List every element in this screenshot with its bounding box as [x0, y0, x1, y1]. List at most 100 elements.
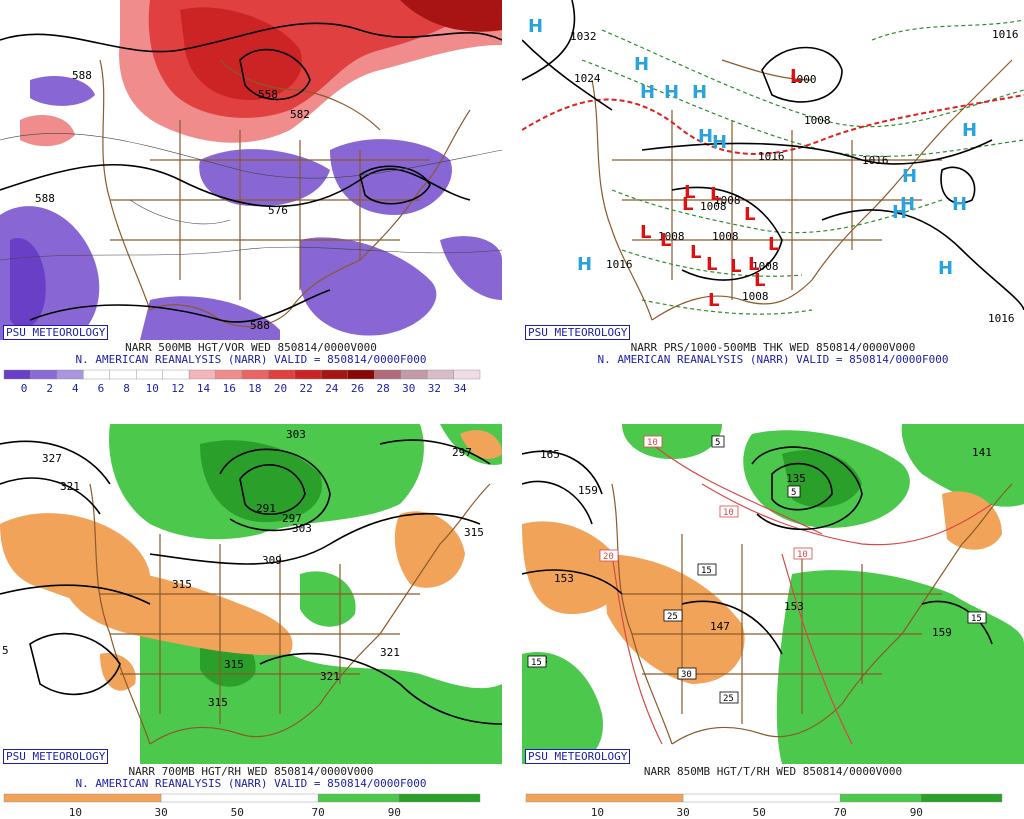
contour-label: 588	[72, 69, 92, 82]
boxed-contour-label: 25	[723, 694, 734, 704]
legend-swatch	[374, 369, 401, 380]
legend-tick-label: 12	[171, 382, 184, 394]
contour-label: 321	[380, 646, 400, 659]
contour-label: 147	[710, 620, 730, 633]
rh-legend: 10 30 50 70 90	[0, 792, 502, 818]
rh-legend: 10 30 50 70 90	[522, 792, 1024, 818]
isobars	[522, 0, 1024, 311]
legend-tick-label: 30	[676, 806, 689, 818]
legend-tick-label: 26	[351, 382, 364, 394]
legend-swatch	[920, 793, 1003, 803]
low-pressure-marker: L	[684, 182, 695, 203]
isobar-label: 1016	[758, 150, 785, 163]
legend-swatch	[682, 793, 841, 803]
legend-tick-label: 28	[376, 382, 389, 394]
legend-swatch	[347, 369, 375, 380]
vorticity-legend: 0 2 4 6 8 10 12 14 16 18 20 22 24 26 28 30 32 34	[0, 368, 502, 394]
vort-pos-region	[20, 115, 75, 147]
panel-850mb-temp-rh: 165 159 153 153 153 159 141 135 147 5101…	[522, 424, 1024, 819]
vort-neg-region	[10, 238, 46, 329]
legend-swatch	[426, 369, 454, 380]
boxed-contour-label-bg	[719, 505, 739, 518]
legend-swatch	[30, 369, 58, 380]
isobar-label: 1008	[742, 290, 769, 303]
legend-swatch	[188, 369, 216, 380]
map-pressure: 1032 1024 1000 1008 1016 1016 1008 1008 …	[522, 0, 1024, 340]
high-pressure-marker: H	[577, 254, 592, 275]
high-pressure-marker: H	[528, 16, 543, 37]
legend-swatch	[56, 369, 84, 380]
vort-neg-region	[440, 236, 502, 300]
low-pressure-marker: L	[748, 254, 759, 275]
legend-tick-label: 90	[910, 806, 923, 818]
boxed-contour-label-bg	[599, 549, 619, 562]
high-pressure-marker: H	[634, 54, 649, 75]
height-contours	[0, 22, 502, 323]
legend-tick-label: 30	[154, 806, 167, 818]
rh-moist-region	[622, 424, 722, 459]
legend-swatch	[317, 793, 400, 803]
boxed-contour-label-bg	[967, 611, 987, 624]
high-pressure-marker: H	[698, 126, 713, 147]
boxed-contour-label-bg	[677, 667, 697, 680]
legend-tick-label: 90	[388, 806, 401, 818]
boxed-contour-label-bg	[787, 485, 801, 498]
panel-500mb-vorticity: 588 558 576 582 588 588 PSU METEOROLOGY …	[0, 0, 502, 395]
legend-tick-label: 10	[69, 806, 82, 818]
boxed-contour-label: 15	[701, 566, 712, 576]
legend-swatch	[525, 793, 684, 803]
high-pressure-marker: H	[962, 120, 977, 141]
legend-swatch	[241, 369, 269, 380]
isobar-label: 1008	[752, 260, 779, 273]
coastlines-borders	[89, 483, 491, 745]
legend-swatch	[160, 793, 319, 803]
legend-tick-label: 20	[274, 382, 287, 394]
high-pressure-marker: H	[900, 194, 915, 215]
rh-moist-region	[300, 571, 356, 627]
contour-label: 291	[256, 502, 276, 515]
psu-meteorology-badge: PSU METEOROLOGY	[3, 749, 109, 764]
coastlines-borders	[591, 59, 1013, 321]
vort-pos-region	[400, 0, 502, 32]
panel-valid-caption: N. AMERICAN REANALYSIS (NARR) VALID = 85…	[75, 777, 427, 790]
legend-swatch	[162, 369, 190, 380]
legend-tick-label: 24	[325, 382, 339, 394]
legend-tick-label: 14	[197, 382, 211, 394]
legend-swatch	[3, 793, 162, 803]
boxed-contour-label: 5	[715, 438, 720, 448]
low-pressure-marker: L	[790, 66, 801, 87]
contour-label: 327	[42, 452, 62, 465]
boxed-contour-label-bg	[663, 609, 683, 622]
rh-dry-region	[522, 521, 624, 614]
contour-label: 321	[320, 670, 340, 683]
isobar-label: 1032	[570, 30, 597, 43]
legend-swatch	[453, 369, 481, 380]
rh-dry-region	[460, 430, 502, 459]
legend-swatch	[136, 369, 163, 380]
boxed-contour-label-bg	[793, 547, 813, 560]
boxed-contour-label: 10	[647, 438, 658, 448]
legend-tick-label: 70	[834, 806, 847, 818]
contour-label: 315	[224, 658, 244, 671]
contour-label: 297	[452, 446, 472, 459]
low-pressure-marker: L	[730, 256, 741, 277]
legend-tick-label: 34	[453, 382, 467, 394]
contour-label: 582	[290, 108, 310, 121]
contour-label: 5	[2, 644, 9, 657]
isobar-label: 1008	[712, 230, 739, 243]
isobar-label: 1016	[992, 28, 1019, 41]
boxed-contour-label-bg	[719, 691, 739, 704]
low-pressure-marker: L	[708, 290, 719, 311]
low-pressure-marker: L	[744, 204, 755, 225]
vort-pos-region	[180, 7, 302, 100]
boxed-contour-label-bg	[697, 563, 717, 576]
panel-pressure-thickness: 1032 1024 1000 1008 1016 1016 1008 1008 …	[522, 0, 1024, 395]
vort-neg-region	[140, 296, 280, 340]
psu-meteorology-badge: PSU METEOROLOGY	[525, 749, 631, 764]
isobar-label: 1016	[862, 154, 889, 167]
isobar-label: 1008	[804, 114, 831, 127]
rh-dry-region	[60, 564, 293, 655]
rh-dry-region	[394, 511, 465, 588]
boxed-contour-label: 10	[797, 550, 808, 560]
contour-label: 159	[578, 484, 598, 497]
